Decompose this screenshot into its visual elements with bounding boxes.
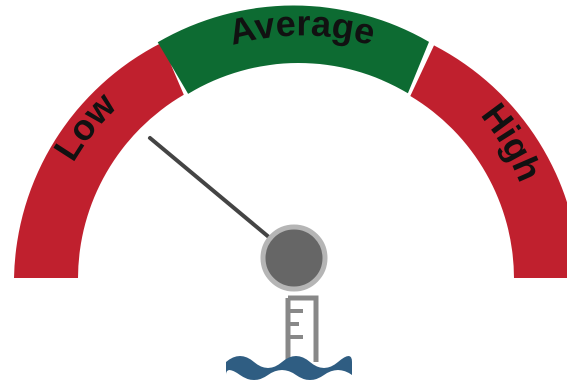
high-segment <box>410 45 567 278</box>
water-level-gauge-icon <box>226 295 352 380</box>
needle-hub <box>260 224 328 292</box>
average-segment <box>157 5 429 94</box>
low-segment <box>14 42 184 279</box>
